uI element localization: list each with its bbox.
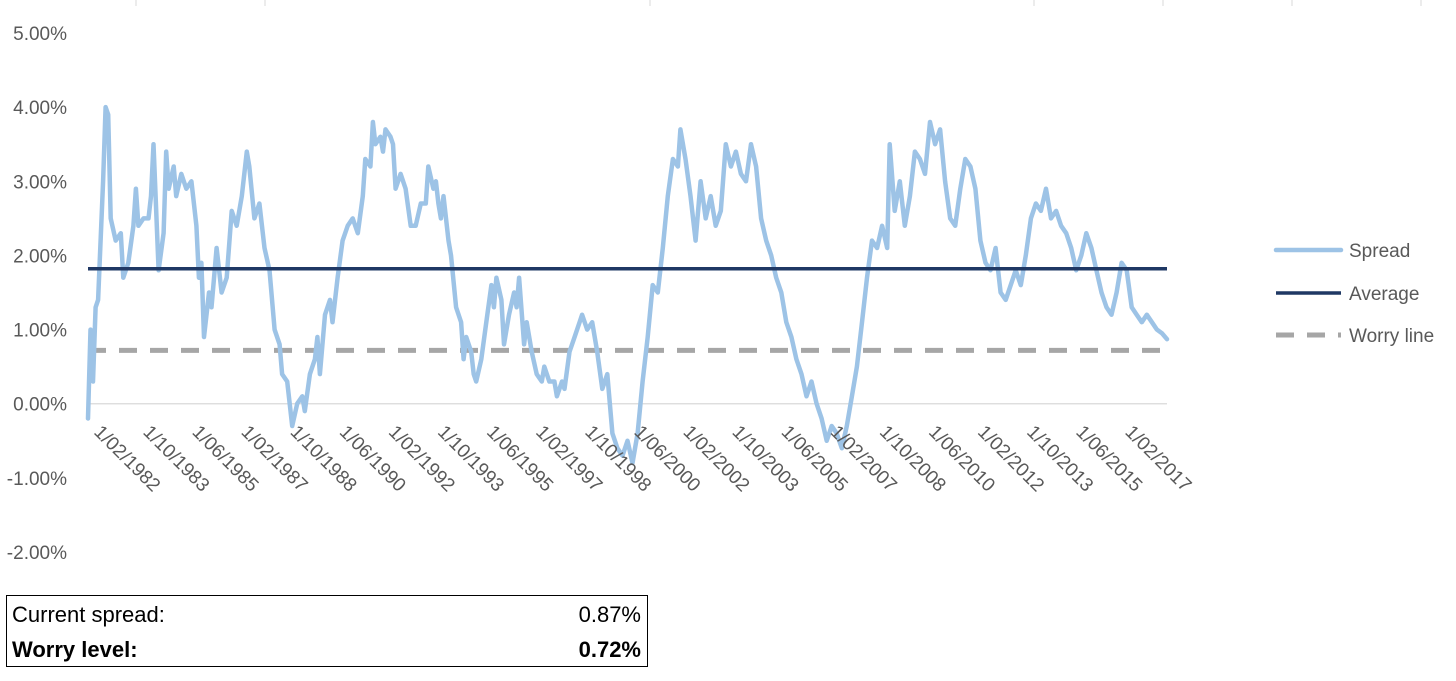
legend: Spread Average Worry line [1273,241,1434,347]
y-tick-label: 4.00% [13,98,67,119]
y-tick-label: 3.00% [13,172,67,193]
current-spread-row: Current spread: 0.87% [12,599,641,631]
legend-label: Average [1349,284,1419,305]
current-spread-label: Current spread: [12,602,165,627]
y-tick-label: 5.00% [13,24,67,45]
worry-level-label: Worry level: [12,637,138,662]
worry-level-value: 0.72% [578,637,641,662]
current-spread-value: 0.87% [578,602,641,627]
top-tick-marks [135,0,1422,6]
spread-chart: 5.00% 4.00% 3.00% 2.00% 1.00% 0.00% -1.00% -2.0… [7,0,1434,564]
x-axis: 1/02/19821/10/19831/06/19851/02/19871/10… [89,422,1195,497]
y-axis: 5.00% 4.00% 3.00% 2.00% 1.00% 0.00% -1.00% -2.0… [7,24,67,564]
spread-series-line [85,104,1170,466]
summary-box: Current spread: 0.87% Worry level: 0.72% [6,595,648,667]
legend-label: Spread [1349,241,1410,262]
y-tick-label: 1.00% [13,321,67,342]
y-tick-label: -1.00% [7,469,67,490]
y-tick-label: -2.00% [7,543,67,564]
y-tick-label: 2.00% [13,246,67,267]
y-tick-label: 0.00% [13,395,67,416]
worry-level-row: Worry level: 0.72% [12,634,641,666]
legend-label: Worry line [1349,326,1434,347]
